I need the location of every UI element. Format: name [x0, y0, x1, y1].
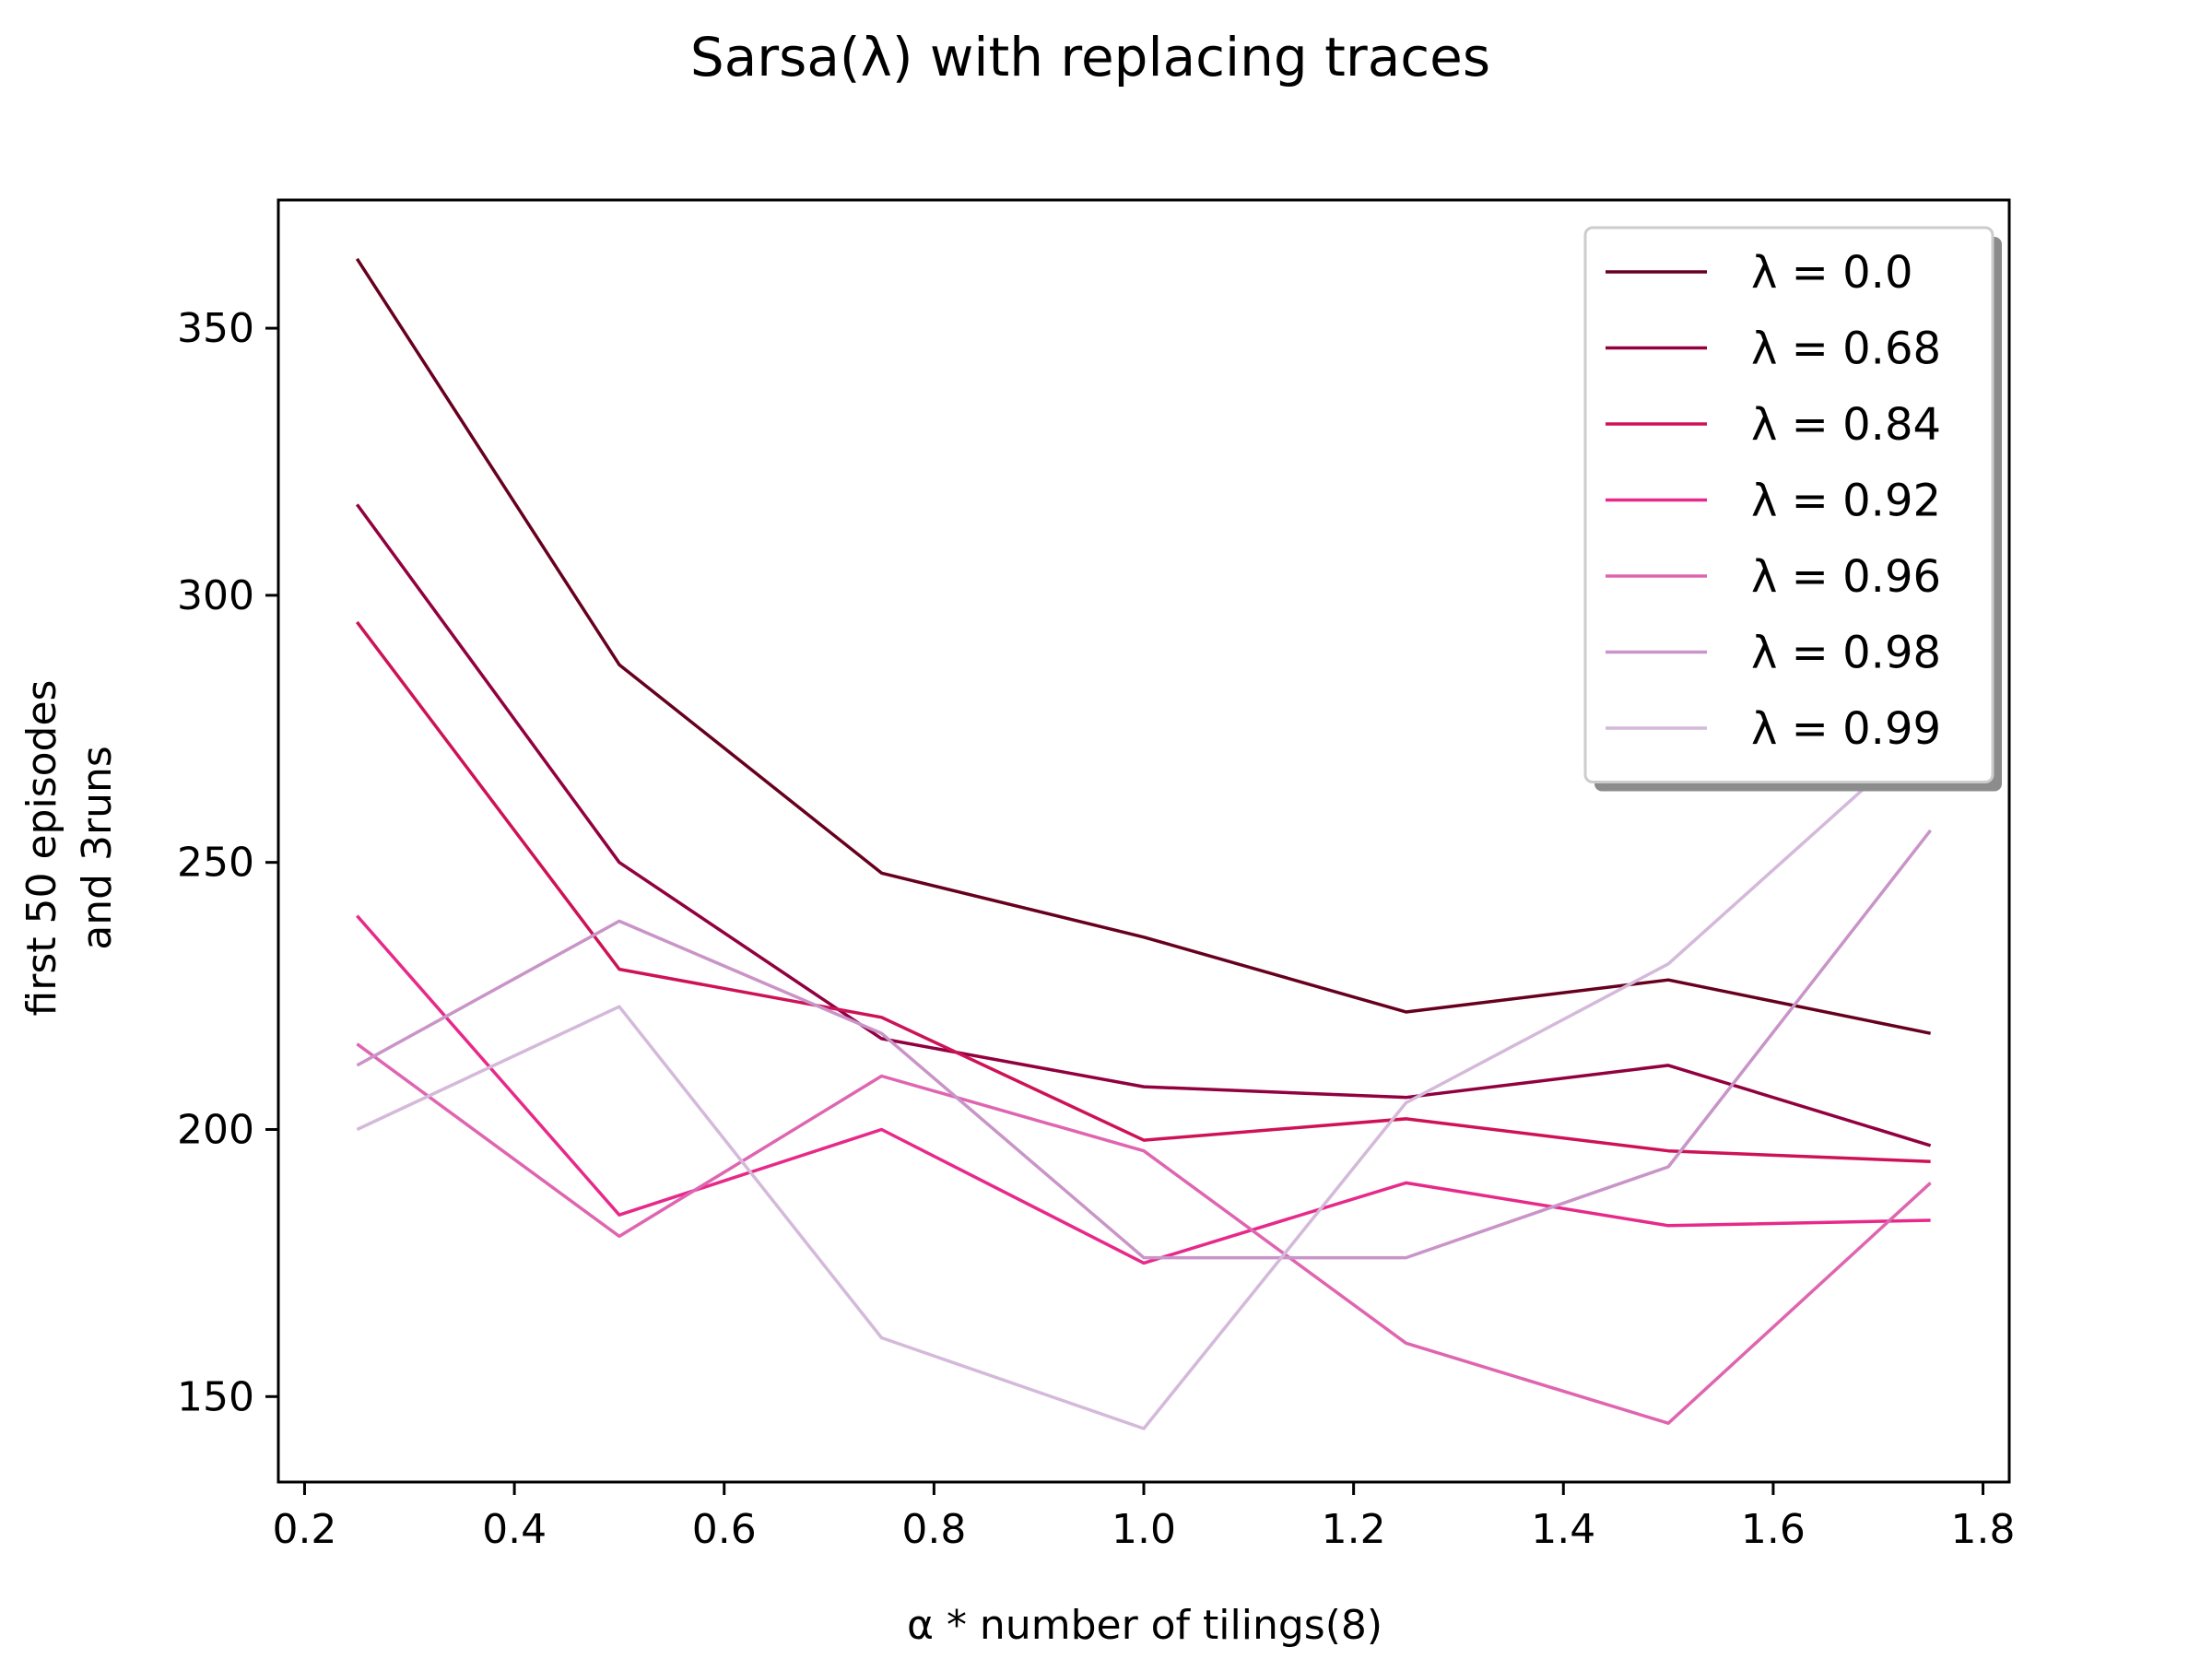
- series-line-6: [356, 727, 1932, 1430]
- y-axis-label: first 50 episodes and 3runs: [18, 680, 121, 1017]
- x-tick-label-7: 1.6: [1741, 1506, 1806, 1553]
- series-line-2: [356, 620, 1931, 1164]
- y-tick-label-2: 250: [177, 840, 254, 887]
- x-tick-label-5: 1.2: [1322, 1506, 1386, 1553]
- x-tick-label-4: 1.0: [1112, 1506, 1176, 1553]
- series-line-5: [356, 829, 1932, 1260]
- y-axis-label-line-2: and 3runs: [74, 746, 121, 950]
- y-tick-label-3: 300: [177, 572, 254, 619]
- legend-entry-2: λ = 0.84: [1751, 399, 1941, 451]
- x-tick-label-2: 0.6: [692, 1506, 757, 1553]
- legend-box: [1583, 226, 1994, 783]
- legend-entry-3: λ = 0.92: [1751, 476, 1941, 527]
- legend-entry-5: λ = 0.98: [1751, 628, 1941, 679]
- y-tick-label-0: 150: [177, 1373, 254, 1420]
- axes-group: 0.2 0.4 0.6 0.8 1.0 1.2 1.4 1.6 1.8 150 200 250 300 3…: [177, 198, 2016, 1553]
- y-tick-label-1: 200: [177, 1106, 254, 1153]
- legend-entry-0: λ = 0.0: [1751, 247, 1912, 299]
- x-tick-label-8: 1.8: [1951, 1506, 2016, 1553]
- series-line-3: [356, 914, 1931, 1265]
- legend-entry-1: λ = 0.68: [1751, 324, 1941, 375]
- x-tick-label-0: 0.2: [272, 1506, 336, 1553]
- legend: λ = 0.0 λ = 0.68 λ = 0.84 λ = 0.92 λ = 0.96 λ…: [1583, 226, 2002, 792]
- chart-title: Sarsa(λ) with replacing traces: [690, 26, 1490, 88]
- x-axis-label: α * number of tilings(8): [907, 1602, 1382, 1649]
- series-group: [355, 257, 1932, 1430]
- legend-entry-4: λ = 0.96: [1751, 551, 1941, 603]
- legend-entry-6: λ = 0.99: [1751, 703, 1941, 755]
- y-axis-label-line-1: first 50 episodes: [18, 680, 65, 1017]
- y-tick-label-4: 350: [177, 305, 254, 352]
- x-tick-label-6: 1.4: [1531, 1506, 1595, 1553]
- series-line-4: [356, 1042, 1932, 1425]
- x-tick-label-3: 0.8: [901, 1506, 966, 1553]
- series-line-1: [355, 503, 1932, 1147]
- x-tick-label-1: 0.4: [482, 1506, 547, 1553]
- series-line-0: [355, 257, 1931, 1035]
